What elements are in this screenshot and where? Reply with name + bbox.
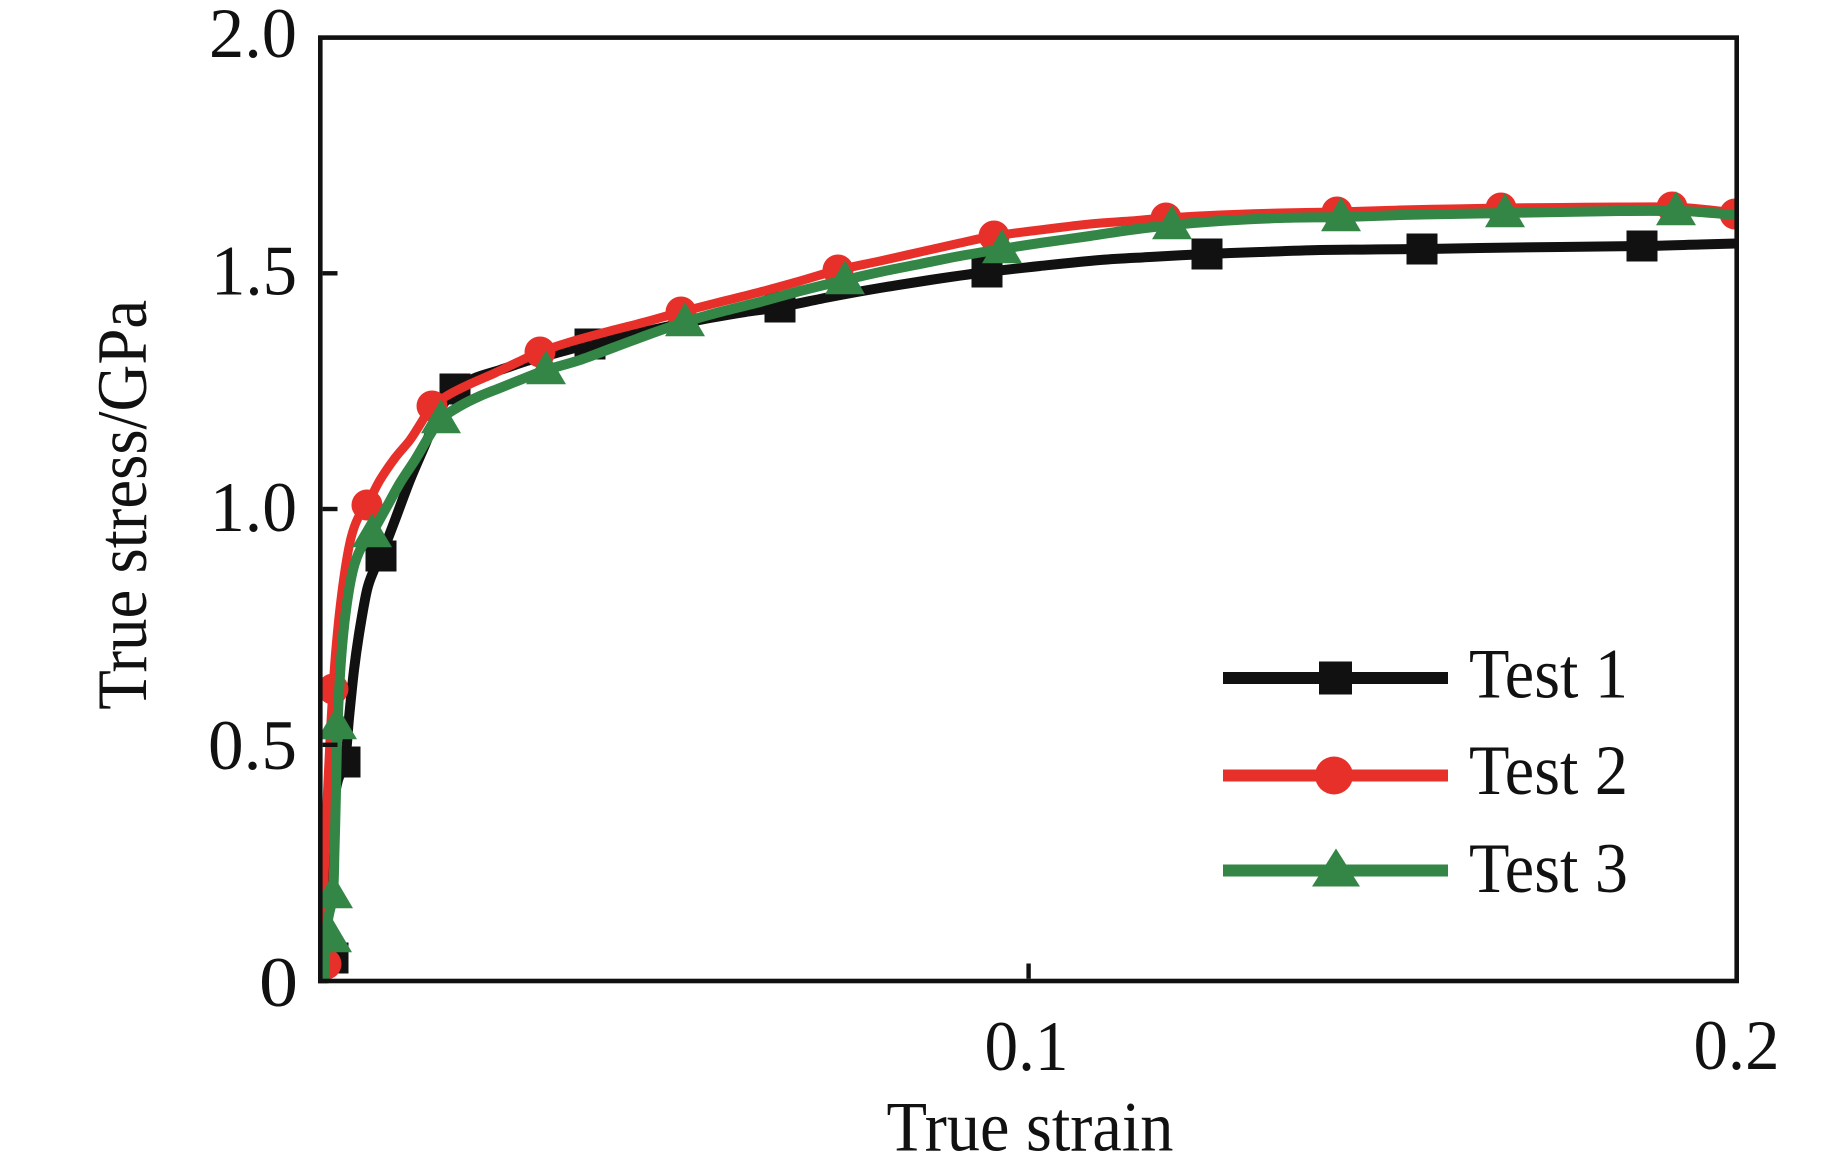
svg-text:1.5: 1.5 [211,233,297,311]
svg-text:0.1: 0.1 [985,1008,1069,1086]
svg-text:Test 1: Test 1 [1469,636,1628,714]
svg-text:1.0: 1.0 [210,469,297,547]
svg-text:0: 0 [259,944,298,1022]
svg-text:0.2: 0.2 [1694,1007,1780,1085]
svg-text:Test 2: Test 2 [1469,732,1628,810]
svg-text:0.5: 0.5 [208,707,297,785]
svg-text:True strain: True strain [887,1089,1174,1167]
svg-text:Test 3: Test 3 [1469,830,1628,908]
svg-text:2.0: 2.0 [209,0,297,73]
svg-text:True stress/GPa: True stress/GPa [84,300,162,710]
